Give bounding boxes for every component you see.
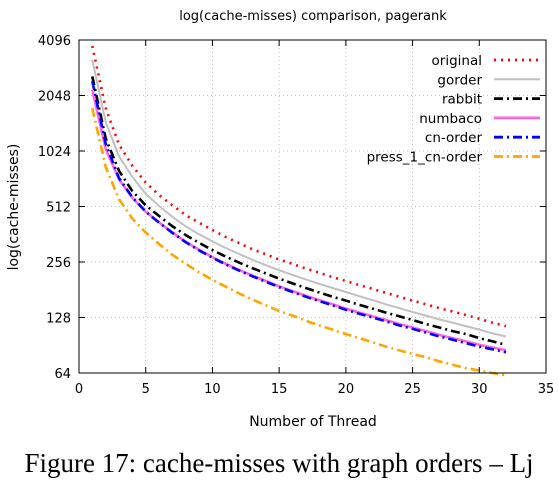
axis-ticks bbox=[78, 39, 547, 374]
x-tick-label: 25 bbox=[404, 382, 421, 397]
x-tick-label: 30 bbox=[471, 382, 488, 397]
x-tick-label: 5 bbox=[142, 382, 150, 397]
chart-title: log(cache-misses) comparison, pagerank bbox=[179, 9, 447, 24]
x-tick-label: 35 bbox=[538, 382, 555, 397]
x-tick-label: 0 bbox=[75, 382, 83, 397]
x-tick-label: 10 bbox=[204, 382, 221, 397]
series-line-rabbit bbox=[91, 76, 507, 347]
series-lines bbox=[91, 45, 507, 377]
series-line-cn-order bbox=[91, 80, 507, 354]
y-tick-label: 1024 bbox=[38, 145, 71, 160]
line-chart: log(cache-misses) comparison, pagerank 0… bbox=[6, 9, 554, 430]
y-tick-label: 2048 bbox=[38, 90, 71, 105]
series-line-original bbox=[91, 45, 507, 328]
x-tick-label: 20 bbox=[338, 382, 355, 397]
legend: original gorder rabbit numbaco cn-order press… bbox=[367, 53, 540, 166]
y-tick-label: 128 bbox=[46, 312, 71, 327]
legend-label-cn-order: cn-order bbox=[425, 130, 483, 146]
series-line-numbaco bbox=[91, 89, 507, 352]
legend-label-rabbit: rabbit bbox=[442, 92, 482, 108]
legend-label-numbaco: numbaco bbox=[419, 111, 482, 127]
axis-tick-labels: 0 5 10 15 20 25 30 35 64 128 256 512 1024 2048 4096 bbox=[38, 34, 554, 397]
y-axis-label: log(cache-misses) bbox=[6, 144, 22, 271]
legend-label-original: original bbox=[432, 53, 482, 69]
figure-caption: Figure 17: cache-misses with graph order… bbox=[24, 448, 534, 478]
legend-label-press_1_cn-order: press_1_cn-order bbox=[367, 150, 483, 166]
y-tick-label: 4096 bbox=[38, 34, 71, 49]
x-tick-label: 15 bbox=[271, 382, 288, 397]
y-tick-label: 64 bbox=[54, 367, 71, 382]
series-line-gorder bbox=[91, 59, 507, 338]
y-tick-label: 512 bbox=[46, 201, 71, 216]
y-tick-label: 256 bbox=[46, 256, 71, 271]
series-line-press_1_cn-order bbox=[91, 107, 507, 377]
x-axis-label: Number of Thread bbox=[249, 414, 377, 430]
legend-label-gorder: gorder bbox=[437, 72, 482, 88]
